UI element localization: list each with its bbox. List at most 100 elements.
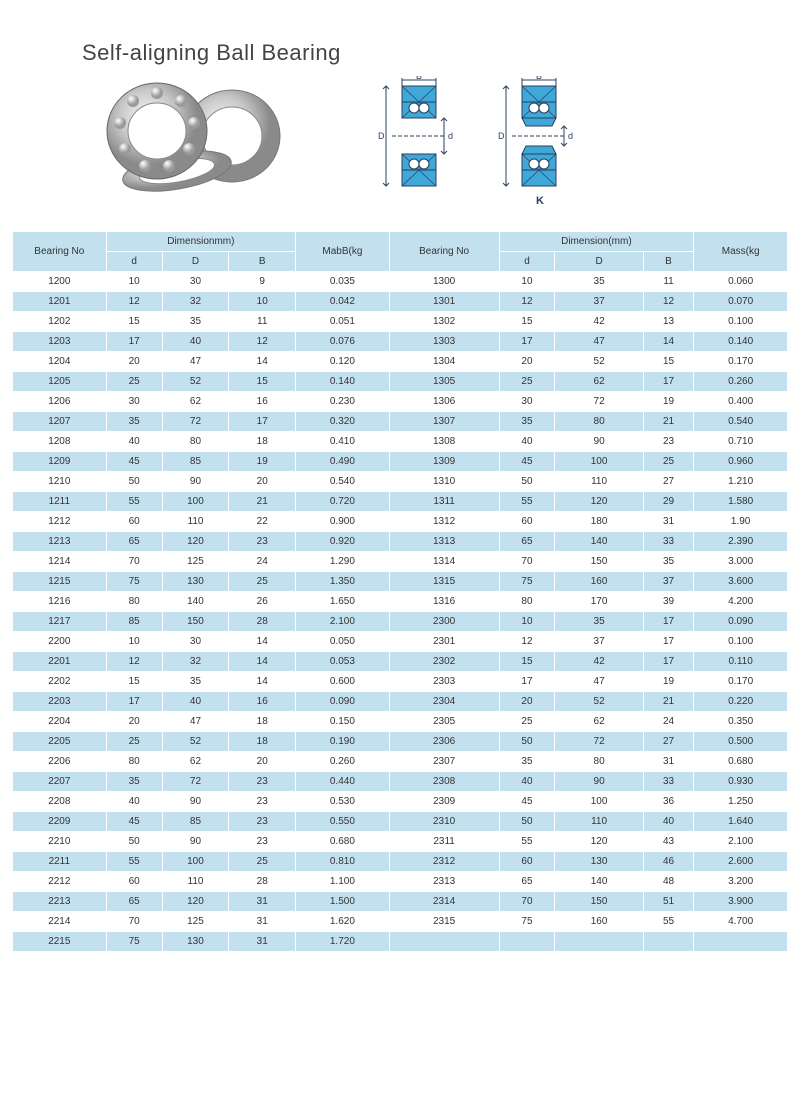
table-cell: 90 xyxy=(162,792,229,812)
table-cell: 12 xyxy=(499,292,555,312)
table-cell: 0.140 xyxy=(296,372,390,392)
table-cell: 50 xyxy=(499,732,555,752)
table-cell: 0.320 xyxy=(296,412,390,432)
table-cell: 47 xyxy=(162,352,229,372)
table-cell: 90 xyxy=(162,472,229,492)
table-cell: 0.190 xyxy=(296,732,390,752)
table-cell: 40 xyxy=(643,812,694,832)
table-cell: 80 xyxy=(106,592,162,612)
table-cell: 110 xyxy=(555,472,643,492)
table-cell: 1212 xyxy=(13,512,107,532)
table-cell: 23 xyxy=(229,772,296,792)
table-cell: 0.042 xyxy=(296,292,390,312)
table-row: 22021535140.60023031747190.170 xyxy=(13,672,788,692)
table-cell: 70 xyxy=(106,912,162,932)
table-cell: 65 xyxy=(106,532,162,552)
table-cell: 2211 xyxy=(13,852,107,872)
table-cell: 1.650 xyxy=(296,592,390,612)
table-cell: 110 xyxy=(162,512,229,532)
table-cell: 17 xyxy=(106,692,162,712)
table-cell: 10 xyxy=(106,272,162,292)
table-cell: 2303 xyxy=(389,672,499,692)
table-row: 221260110281.100231365140483.200 xyxy=(13,872,788,892)
label-K: K xyxy=(536,195,544,207)
table-cell: 2214 xyxy=(13,912,107,932)
table-cell: 75 xyxy=(106,932,162,952)
table-cell: 29 xyxy=(643,492,694,512)
table-cell: 0.050 xyxy=(296,632,390,652)
table-row: 22073572230.44023084090330.930 xyxy=(13,772,788,792)
table-cell: 70 xyxy=(499,552,555,572)
th-D-l: D xyxy=(162,252,229,272)
th-d-l: d xyxy=(106,252,162,272)
table-cell: 125 xyxy=(162,912,229,932)
table-cell: 50 xyxy=(106,472,162,492)
table-cell: 2210 xyxy=(13,832,107,852)
table-cell: 21 xyxy=(643,692,694,712)
table-cell: 3.900 xyxy=(694,892,788,912)
table-cell: 42 xyxy=(555,652,643,672)
table-cell: 1215 xyxy=(13,572,107,592)
table-cell: 0.490 xyxy=(296,452,390,472)
table-cell: 17 xyxy=(643,632,694,652)
table-cell: 35 xyxy=(555,612,643,632)
table-cell: 16 xyxy=(229,392,296,412)
table-row: 121575130251.350131575160373.600 xyxy=(13,572,788,592)
table-cell xyxy=(389,932,499,952)
table-row: 12052552150.14013052562170.260 xyxy=(13,372,788,392)
table-cell: 70 xyxy=(106,552,162,572)
table-cell: 0.100 xyxy=(694,632,788,652)
table-cell: 25 xyxy=(106,372,162,392)
page: Self-aligning Ball Bearing xyxy=(0,0,800,972)
table-cell: 0.220 xyxy=(694,692,788,712)
table-cell: 0.120 xyxy=(296,352,390,372)
table-cell: 2.100 xyxy=(296,612,390,632)
table-row: 12031740120.07613031747140.140 xyxy=(13,332,788,352)
table-cell: 130 xyxy=(162,932,229,952)
table-cell: 60 xyxy=(499,512,555,532)
table-cell: 31 xyxy=(229,912,296,932)
table-cell: 0.110 xyxy=(694,652,788,672)
table-cell: 1216 xyxy=(13,592,107,612)
table-cell: 20 xyxy=(229,752,296,772)
th-dimension-l: Dimensionmm) xyxy=(106,232,295,252)
table-cell: 31 xyxy=(643,752,694,772)
table-cell: 32 xyxy=(162,652,229,672)
page-title: Self-aligning Ball Bearing xyxy=(82,40,788,66)
table-cell: 23 xyxy=(229,812,296,832)
table-cell: 39 xyxy=(643,592,694,612)
table-cell: 0.053 xyxy=(296,652,390,672)
bearing-photo xyxy=(82,76,292,206)
table-cell: 48 xyxy=(643,872,694,892)
table-cell: 2300 xyxy=(389,612,499,632)
table-cell: 55 xyxy=(499,492,555,512)
table-cell: 23 xyxy=(229,792,296,812)
table-cell: 1303 xyxy=(389,332,499,352)
table-row: 12063062160.23013063072190.400 xyxy=(13,392,788,412)
label-B2: B xyxy=(536,76,542,81)
table-cell: 0.410 xyxy=(296,432,390,452)
table-cell: 0.350 xyxy=(694,712,788,732)
table-cell: 1.580 xyxy=(694,492,788,512)
table-row: 12084080180.41013084090230.710 xyxy=(13,432,788,452)
table-cell: 35 xyxy=(106,772,162,792)
table-cell: 40 xyxy=(162,332,229,352)
table-cell: 0.260 xyxy=(694,372,788,392)
table-cell: 80 xyxy=(499,592,555,612)
table-cell: 14 xyxy=(229,352,296,372)
table-cell: 15 xyxy=(229,372,296,392)
table-cell: 36 xyxy=(643,792,694,812)
table-cell: 0.920 xyxy=(296,532,390,552)
table-cell: 30 xyxy=(162,632,229,652)
table-cell: 42 xyxy=(555,312,643,332)
table-cell: 130 xyxy=(162,572,229,592)
table-cell: 130 xyxy=(555,852,643,872)
table-cell: 72 xyxy=(555,392,643,412)
table-cell: 17 xyxy=(106,332,162,352)
table-cell: 120 xyxy=(555,832,643,852)
table-cell: 1300 xyxy=(389,272,499,292)
table-cell: 60 xyxy=(499,852,555,872)
table-cell: 33 xyxy=(643,772,694,792)
table-cell: 62 xyxy=(162,752,229,772)
table-cell: 2307 xyxy=(389,752,499,772)
